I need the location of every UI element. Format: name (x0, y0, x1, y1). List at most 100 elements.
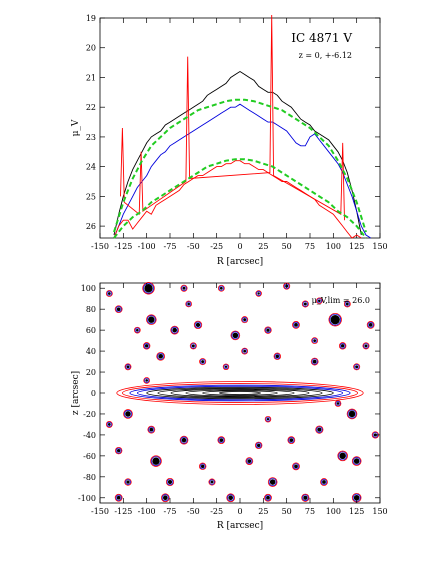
star-43 (167, 479, 173, 485)
star-contour-outer (334, 400, 342, 407)
star-13 (195, 322, 201, 328)
star-contour-mid (265, 416, 271, 422)
disk-contour-5 (157, 387, 323, 399)
surface-brightness-panel: -150 -125 -100 -75 -50 -25 0 25 50 75 100 125 150 19 2… (71, 14, 388, 267)
x-tick-label: -25 (210, 507, 223, 516)
star-37 (200, 464, 205, 469)
star-contour-mid (180, 436, 188, 444)
star-contour-outer (287, 436, 296, 445)
star-53 (336, 402, 340, 405)
star-56 (364, 344, 368, 348)
star-contour-mid (292, 321, 300, 328)
star-contour-mid (264, 494, 272, 501)
series-line-0 (113, 70, 362, 236)
y-axis-label: μ_V (71, 119, 81, 136)
star-contour-mid (181, 285, 187, 291)
star-25 (126, 365, 130, 369)
star-contour-outer (301, 493, 310, 502)
star-contour-outer (147, 425, 156, 434)
star-contour-mid (171, 326, 179, 334)
y-tick-label: 0 (91, 389, 96, 398)
star-contour-mid (363, 343, 369, 349)
star-contour-outer (150, 455, 162, 467)
star-contour-mid (316, 426, 323, 433)
star-contour-outer (105, 421, 113, 428)
star-contour-mid (144, 377, 150, 383)
x-tick-label: -75 (164, 507, 177, 516)
star-contour-mid (134, 327, 140, 333)
star-8 (257, 292, 260, 295)
star-30 (317, 427, 322, 432)
x-tick-label: -125 (114, 242, 132, 251)
star-contour-outer (179, 435, 189, 445)
star-15 (243, 318, 247, 322)
disk-contour-9 (219, 391, 261, 395)
y-axis-label: z [arcsec] (71, 371, 81, 415)
star-contour-outer (315, 425, 324, 434)
star-42 (126, 480, 130, 484)
star-contour-mid (223, 364, 229, 370)
star-contour-mid (106, 421, 112, 427)
star-contour-outer (366, 321, 375, 329)
tick-group: -150 -125 -100 -75 -50 -25 0 25 50 75 100 125 150 19 2… (86, 14, 388, 251)
x-tick-label: 150 (372, 507, 387, 516)
star-contour-mid (354, 364, 360, 370)
star-contour-outer (124, 363, 132, 371)
star-23 (312, 359, 317, 364)
star-contour-outer (189, 342, 197, 350)
star-45 (322, 480, 326, 484)
x-tick-label: -150 (91, 242, 109, 251)
star-contour-mid (209, 479, 215, 485)
y-tick-label: 40 (86, 347, 96, 356)
star-contour-outer (193, 320, 203, 330)
star-contour-mid (218, 437, 225, 444)
star-contour-mid (115, 494, 122, 501)
x-tick-label: 100 (326, 242, 341, 251)
series-line-4 (113, 98, 367, 233)
star-contour-mid (265, 327, 271, 333)
disk-contour-8 (202, 390, 278, 396)
star-contour-outer (208, 478, 216, 486)
y-tick-label: -20 (83, 410, 96, 419)
star-contour-outer (217, 284, 225, 292)
star-contour-mid (115, 306, 122, 313)
x-axis-label: R [arcsec] (217, 521, 263, 531)
star-contour-mid (125, 364, 131, 370)
star-contour-mid (320, 479, 328, 486)
series-group (113, 14, 371, 239)
star-contour-mid (161, 494, 169, 502)
star-20 (201, 360, 205, 364)
star-contour-mid (344, 301, 350, 307)
star-contour-outer (264, 415, 272, 423)
star-19 (158, 354, 164, 359)
y-tick-label: 20 (86, 44, 96, 53)
x-tick-label: 125 (349, 507, 364, 516)
x-tick-label: 0 (237, 507, 242, 516)
y-tick-label: -80 (83, 473, 96, 482)
star-contour-mid (115, 447, 122, 454)
x-tick-label: -100 (138, 507, 156, 516)
star-contour-mid (338, 451, 348, 461)
star-contour-outer (346, 408, 358, 420)
star-contour-outer (353, 363, 361, 371)
star-contour-outer (241, 316, 249, 324)
star-33 (256, 443, 261, 448)
disk-contour-7 (185, 389, 295, 397)
chart-title: IC 4871 V (291, 31, 352, 45)
star-contour-outer (316, 297, 323, 305)
star-63 (136, 328, 139, 332)
star-contour-outer (222, 363, 230, 371)
x-tick-label: -150 (91, 507, 109, 516)
star-11 (368, 323, 373, 327)
y-tick-label: 19 (86, 14, 96, 23)
star-14 (144, 344, 149, 348)
star-2 (148, 316, 155, 323)
x-tick-label: -75 (164, 242, 177, 251)
star-contour-mid (352, 457, 361, 466)
star-48 (228, 495, 234, 501)
star-28 (348, 410, 356, 418)
y-tick-label: -40 (83, 431, 96, 440)
y-tick-label: -100 (78, 494, 96, 503)
star-contour-outer (185, 300, 192, 308)
